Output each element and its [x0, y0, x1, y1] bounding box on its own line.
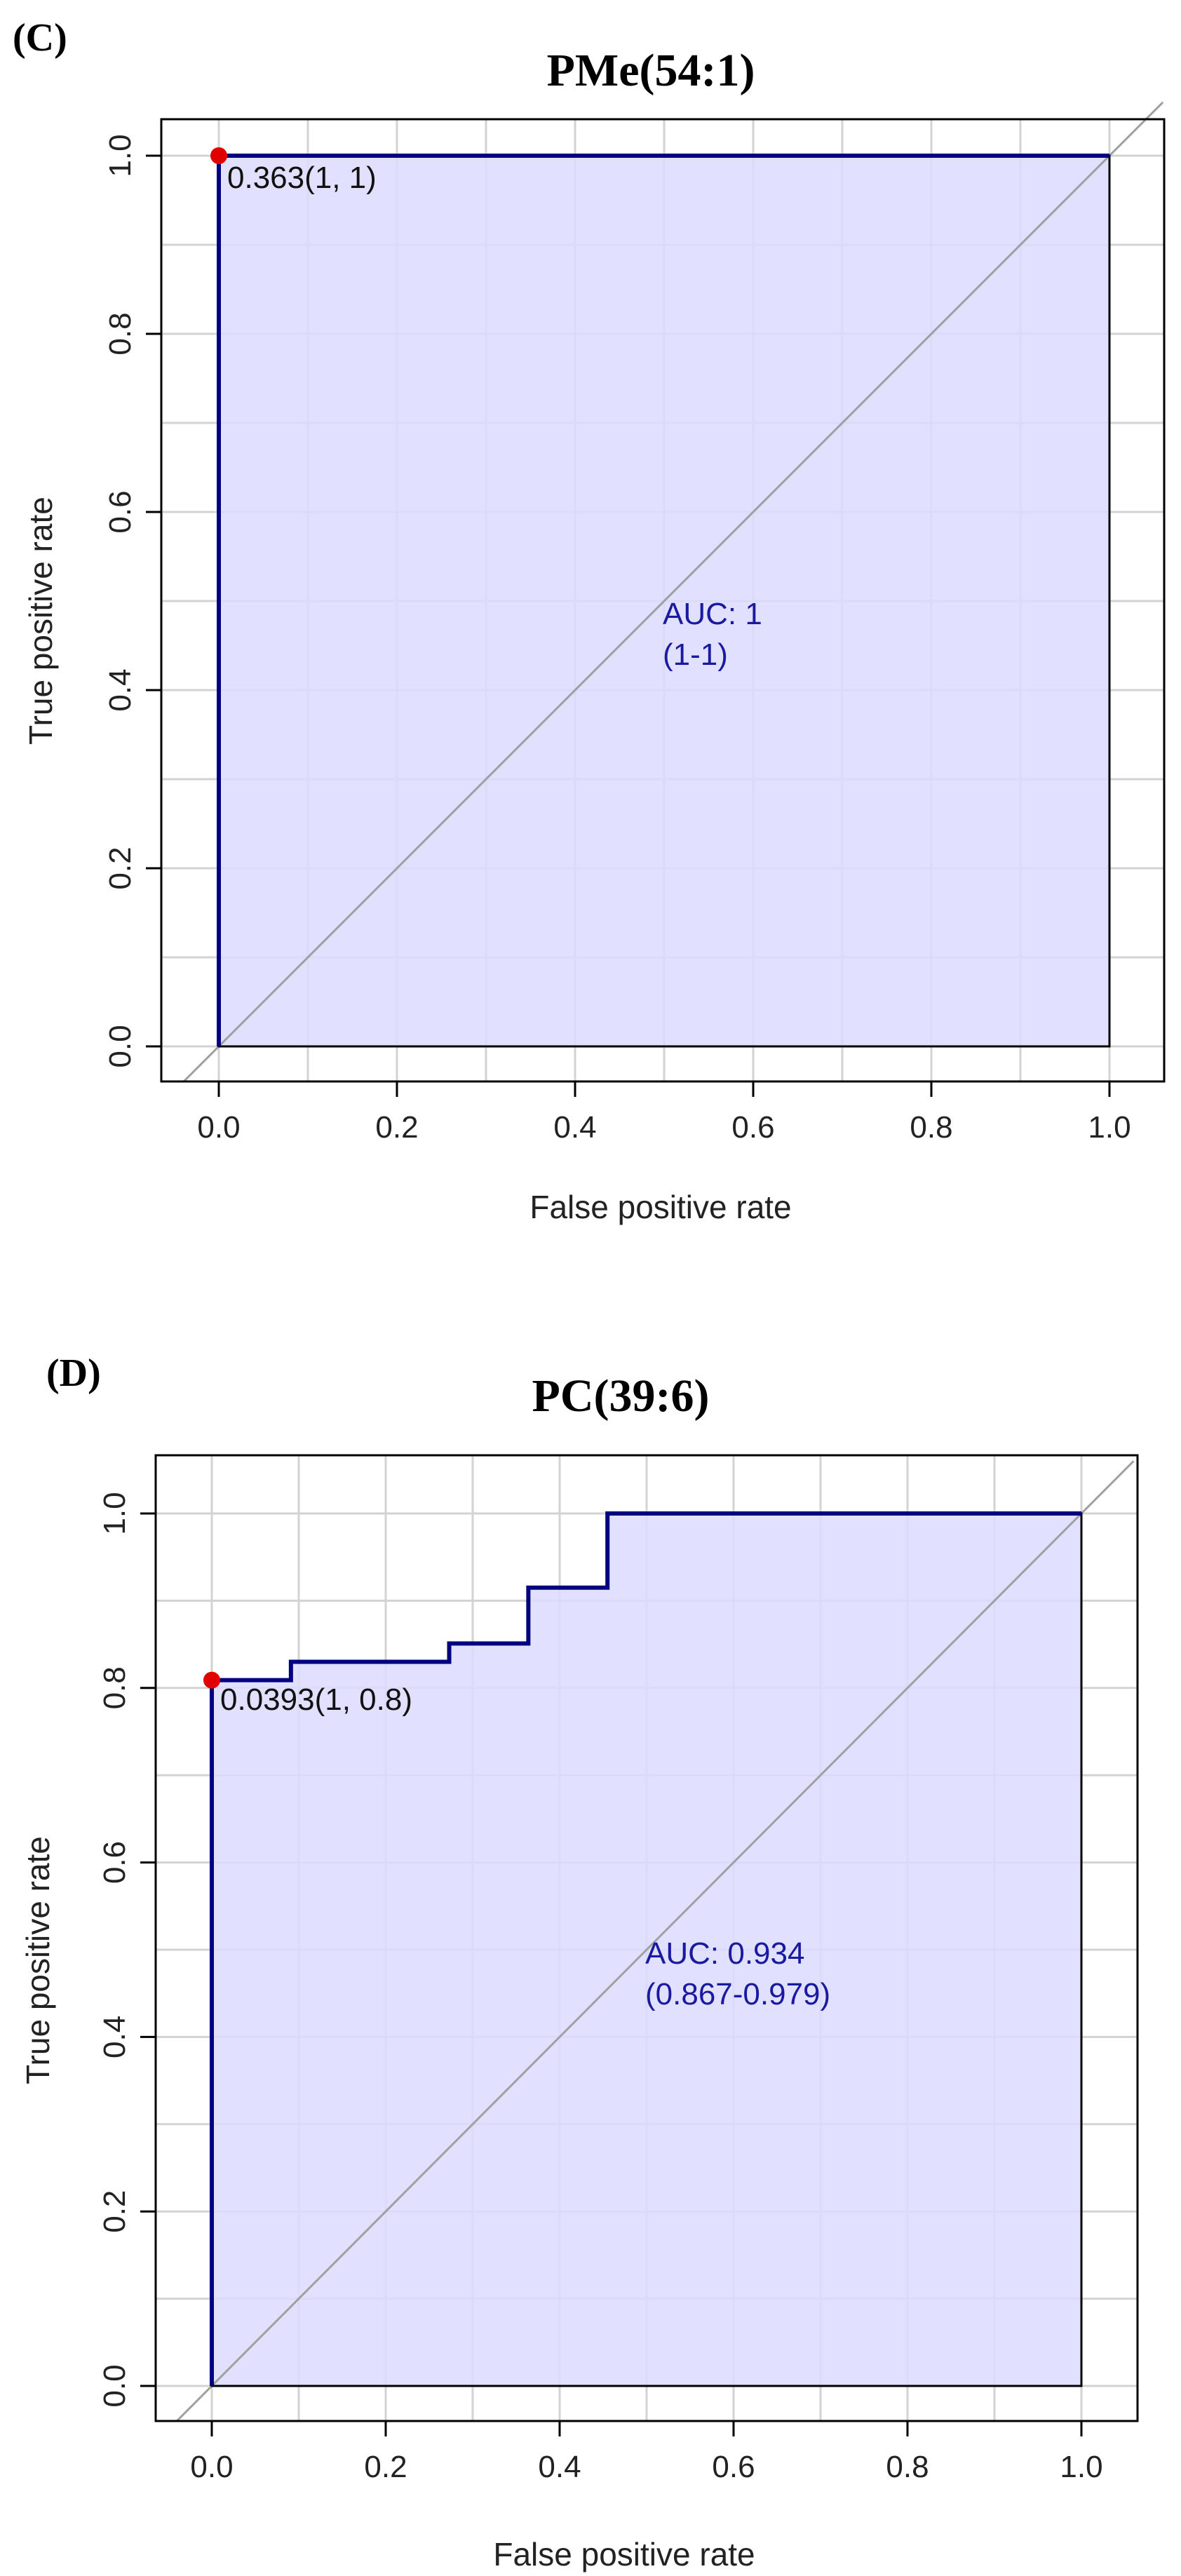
best-threshold-point [203, 1671, 220, 1689]
roc-panel-d: 0.0 0.2 0.4 0.6 0.8 1.0 0.0 0.2 0.4 0.6 0.8 1.0 (D)… [20, 1351, 1139, 2572]
y-tick-label: 0.0 [97, 2364, 132, 2407]
y-tick-label: 0.2 [103, 847, 137, 889]
chart-title: PC(39:6) [532, 1370, 710, 1422]
y-tick-label: 1.0 [97, 1492, 132, 1535]
y-tick-label: 0.6 [103, 490, 137, 533]
auc-ci-label: (1-1) [663, 638, 728, 672]
y-tick-label: 0.4 [97, 2016, 132, 2058]
panel-label: (D) [46, 1351, 101, 1395]
x-tick-label: 0.2 [375, 1110, 418, 1145]
x-tick-label: 0.8 [886, 2450, 929, 2484]
chance-diagonal [182, 101, 1164, 1083]
x-tick-label: 0.0 [190, 2450, 233, 2484]
x-tick-label: 0.4 [538, 2450, 581, 2484]
x-tick-label: 0.0 [197, 1110, 240, 1145]
x-tick-label: 0.6 [712, 2450, 755, 2484]
x-tick-label: 0.4 [553, 1110, 596, 1145]
plot-frame [160, 118, 1166, 1083]
y-tick-label: 0.8 [103, 312, 137, 355]
plot-layer: 0.0 0.2 0.4 0.6 0.8 1.0 0.0 0.2 0.4 0.6 0.8 1.0 [97, 1454, 1139, 2484]
x-axis-title: False positive rate [529, 1189, 791, 1225]
auc-label: AUC: 0.934 [645, 1936, 804, 1971]
roc-curve [210, 1511, 1081, 2386]
x-tick-label: 0.2 [364, 2450, 407, 2484]
y-tick-label: 0.4 [103, 668, 137, 711]
auc-ci-label: (0.867-0.979) [645, 1977, 830, 2011]
plot-layer: 0.0 0.2 0.4 0.6 0.8 1.0 0.0 0.2 0.4 0.6 0.8 1.0 [103, 101, 1166, 1145]
panel-label: (C) [13, 16, 67, 60]
best-threshold-label: 0.363(1, 1) [227, 161, 377, 195]
y-axis-title: True positive rate [20, 1836, 56, 2084]
x-tick-label: 1.0 [1060, 2450, 1102, 2484]
plot-frame [154, 1454, 1139, 2422]
y-axis-title: True positive rate [22, 497, 59, 745]
roc-panel-c: 0.0 0.2 0.4 0.6 0.8 1.0 0.0 0.2 0.4 0.6 0.8 1.0 (C)… [13, 16, 1166, 1225]
y-tick-label: 1.0 [103, 134, 137, 177]
best-threshold-label: 0.0393(1, 0.8) [220, 1683, 412, 1717]
y-tick-label: 0.2 [97, 2190, 132, 2233]
x-axis-title: False positive rate [493, 2536, 755, 2572]
y-tick-label: 0.6 [97, 1841, 132, 1884]
best-threshold-point [210, 147, 227, 164]
x-tick-label: 0.6 [731, 1110, 774, 1145]
auc-label: AUC: 1 [663, 597, 762, 631]
x-tick-label: 0.8 [910, 1110, 952, 1145]
chart-title: PMe(54:1) [547, 45, 755, 96]
y-tick-label: 0.0 [103, 1025, 137, 1067]
chance-diagonal [176, 1460, 1135, 2422]
x-tick-label: 1.0 [1088, 1110, 1131, 1145]
y-tick-label: 0.8 [97, 1666, 132, 1709]
